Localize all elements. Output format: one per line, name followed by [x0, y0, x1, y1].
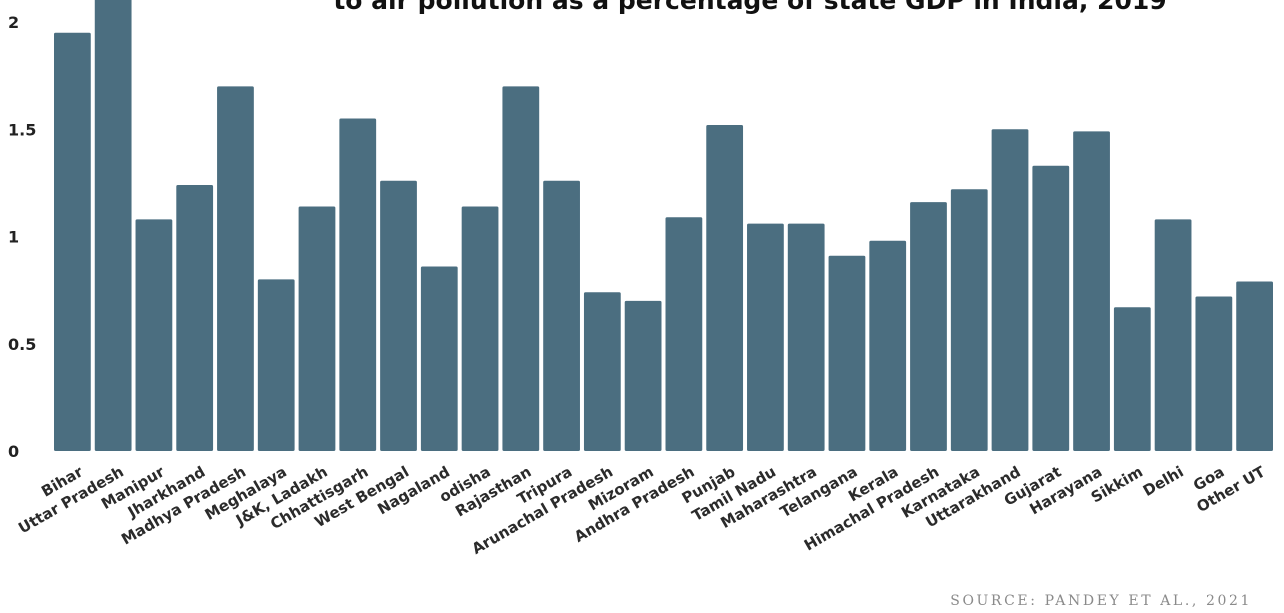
chart-title: to air pollution as a percentage of stat…: [333, 0, 1167, 15]
bar: [747, 223, 784, 451]
y-tick-label: 1: [8, 228, 19, 247]
y-axis-ticks: 0 0.5 1 1.5 2: [8, 13, 36, 461]
bar: [380, 180, 417, 452]
bar: [950, 189, 988, 451]
source-note: SOURCE: PANDEY ET AL., 2021: [950, 593, 1252, 609]
y-tick-label: 0.5: [8, 335, 36, 354]
bar: [910, 202, 947, 451]
y-tick-label: 2: [8, 13, 19, 32]
bar: [1113, 307, 1151, 451]
bar: [828, 255, 866, 451]
bar: [543, 180, 580, 452]
bar: [787, 223, 825, 451]
bar: [1154, 219, 1192, 451]
y-tick-label: 0: [8, 442, 19, 461]
bar: [257, 279, 295, 451]
bar: [176, 185, 214, 451]
bar: [339, 118, 377, 452]
bar: [665, 217, 703, 451]
bar: [583, 292, 621, 451]
bar: [502, 86, 540, 451]
bar: [1236, 281, 1273, 451]
bar: [869, 240, 907, 451]
x-category-label: Delhi: [1140, 463, 1187, 500]
bar: [991, 129, 1029, 451]
bar: [1195, 296, 1233, 451]
bars: [54, 0, 1273, 452]
bar: [1073, 131, 1110, 451]
bar: [298, 206, 336, 451]
bar: [1032, 165, 1070, 451]
bar: [135, 219, 173, 451]
bar: [624, 300, 662, 451]
bar: [461, 206, 499, 451]
bar: [217, 86, 254, 451]
bar: [420, 266, 458, 451]
y-tick-label: 1.5: [8, 120, 36, 139]
bar: [54, 32, 91, 451]
bar: [94, 0, 132, 451]
bar: [706, 124, 744, 452]
